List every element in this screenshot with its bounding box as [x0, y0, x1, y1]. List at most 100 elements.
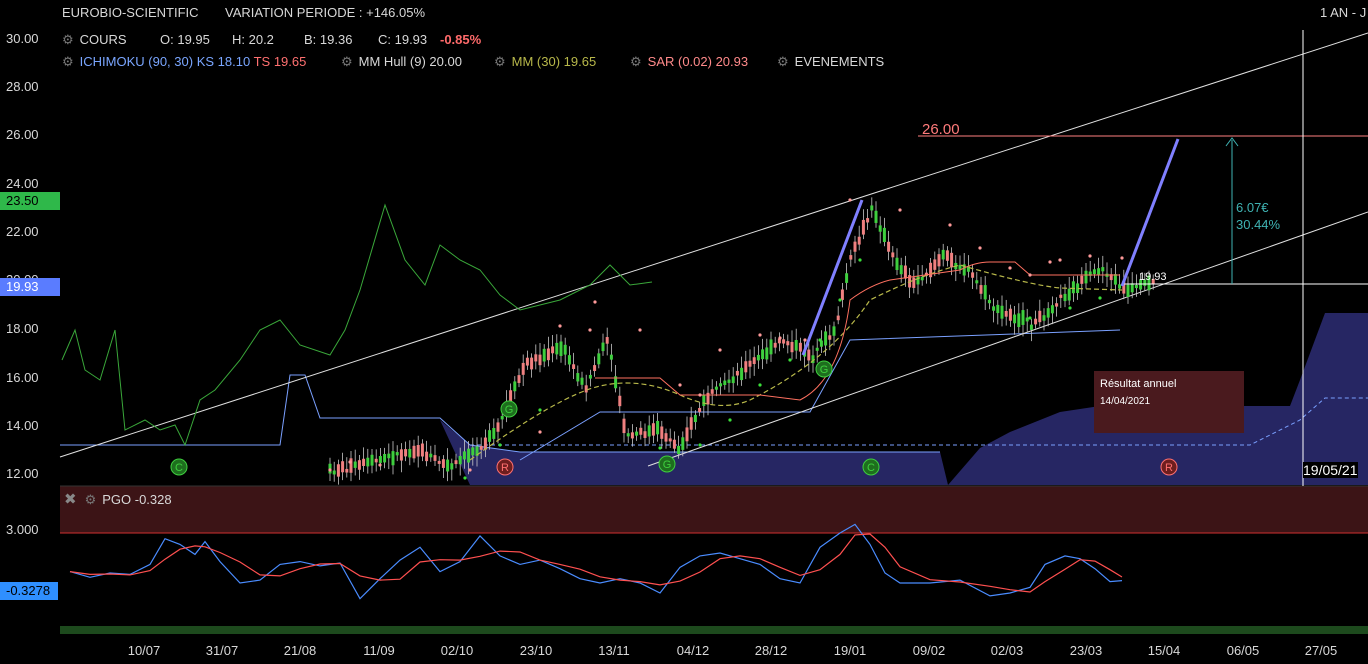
- legend-mm[interactable]: ⚙ MM (30) 19.65: [494, 54, 596, 70]
- sar-dot: [848, 198, 852, 202]
- trend-line: [801, 199, 864, 356]
- gear-icon[interactable]: ⚙: [62, 32, 74, 47]
- candle-body: [1088, 271, 1092, 276]
- event-marker-label: C: [175, 462, 183, 474]
- pgo-oversold-zone: [60, 626, 1368, 634]
- candle-body: [370, 454, 374, 466]
- candle-body: [509, 390, 513, 404]
- candle-body: [609, 354, 613, 360]
- x-tick: 11/09: [363, 643, 395, 658]
- candle-body: [1130, 283, 1134, 293]
- candle-body: [1067, 288, 1071, 301]
- candle-body: [332, 470, 336, 475]
- x-tick: 02/03: [990, 643, 1024, 658]
- candle-body: [983, 285, 987, 300]
- y-tick: 22.00: [6, 224, 39, 239]
- candle-body: [1109, 274, 1113, 281]
- senkou-line: [470, 397, 1368, 446]
- gear-icon[interactable]: ⚙: [84, 492, 97, 507]
- sar-dot: [378, 463, 382, 467]
- candle-body: [1059, 294, 1063, 298]
- gear-icon[interactable]: ⚙: [777, 54, 789, 69]
- candle-body: [1025, 317, 1029, 322]
- candle-body: [387, 453, 391, 459]
- candle-body: [756, 354, 760, 361]
- candle-body: [404, 449, 408, 457]
- candle-body: [374, 458, 378, 463]
- candle-body: [437, 460, 441, 464]
- candle-body: [525, 357, 529, 366]
- candle-body: [878, 225, 882, 232]
- candle-body: [735, 370, 739, 376]
- candle-body: [719, 383, 723, 387]
- candle-body: [815, 347, 819, 351]
- gear-icon[interactable]: ⚙: [630, 54, 642, 69]
- legend-ichimoku[interactable]: ⚙ ICHIMOKU (90, 30) KS 18.10 TS 19.65: [62, 54, 306, 70]
- x-tick: 13/11: [598, 643, 630, 658]
- cursor-date: 19/05/21: [1303, 462, 1358, 478]
- event-marker: [658, 455, 676, 473]
- candle-body: [828, 335, 832, 340]
- candle-body: [899, 265, 903, 275]
- candle-body: [664, 433, 668, 442]
- legend-hull[interactable]: ⚙ MM Hull (9) 20.00: [341, 54, 462, 70]
- candle-body: [1071, 281, 1075, 294]
- price-tag-last: 19.93: [0, 278, 60, 296]
- legend-cours[interactable]: ⚙ COURS: [62, 32, 127, 48]
- ohlc-close: C: 19.93: [378, 32, 428, 47]
- gear-icon[interactable]: ⚙: [494, 54, 506, 69]
- candle-body: [353, 461, 357, 468]
- candle-body: [500, 415, 504, 420]
- candle-body: [849, 255, 853, 260]
- gear-icon[interactable]: ⚙: [62, 54, 74, 69]
- candle-body: [513, 381, 517, 392]
- close-icon[interactable]: ✖: [64, 491, 77, 508]
- candle-body: [1046, 308, 1050, 318]
- legend-events[interactable]: ⚙ EVENEMENTS: [777, 54, 884, 70]
- candle-body: [840, 289, 844, 300]
- candle-body: [672, 439, 676, 449]
- candle-body: [1008, 308, 1012, 321]
- candle-body: [950, 252, 954, 268]
- x-tick: 15/04: [1147, 643, 1181, 658]
- candle-body: [761, 349, 765, 360]
- candle-body: [420, 443, 424, 457]
- candle-body: [765, 347, 769, 360]
- ichimoku-ts: TS 19.65: [253, 54, 307, 69]
- sar-dot: [1028, 273, 1032, 277]
- candle-body: [853, 241, 857, 252]
- candle-body: [824, 331, 828, 346]
- x-tick: 02/10: [440, 643, 474, 658]
- candle-body: [1118, 284, 1122, 289]
- candle-body: [450, 463, 454, 470]
- gain-pct: 30.44%: [1236, 217, 1281, 232]
- candle-body: [458, 455, 462, 465]
- sar-dot: [463, 476, 467, 480]
- candle-body: [643, 431, 647, 438]
- candle-body: [1076, 283, 1080, 294]
- candle-body: [614, 376, 618, 389]
- candle-body: [891, 252, 895, 258]
- candle-body: [630, 432, 634, 439]
- x-tick: 06/05: [1226, 643, 1260, 658]
- gain-amount: 6.07€: [1236, 200, 1269, 215]
- pgo-legend[interactable]: ✖ ⚙ PGO -0.328: [64, 490, 172, 508]
- candle-body: [521, 362, 525, 375]
- candle-body: [471, 447, 475, 456]
- period-selector[interactable]: 1 AN - J: [1320, 5, 1367, 20]
- candle-body: [593, 365, 597, 372]
- candle-body: [362, 458, 366, 466]
- candle-body: [408, 448, 412, 458]
- gear-icon[interactable]: ⚙: [341, 54, 353, 69]
- candle-body: [454, 460, 458, 465]
- target-label: 26.00: [922, 121, 960, 138]
- event-marker: [815, 360, 833, 378]
- candle-body: [798, 342, 802, 352]
- candle-body: [731, 376, 735, 384]
- candle-body: [971, 272, 975, 278]
- legend-sar[interactable]: ⚙ SAR (0.02) 20.93: [630, 54, 748, 70]
- candle-body: [635, 431, 639, 436]
- candle-body: [861, 219, 865, 235]
- x-tick: 31/07: [205, 643, 239, 658]
